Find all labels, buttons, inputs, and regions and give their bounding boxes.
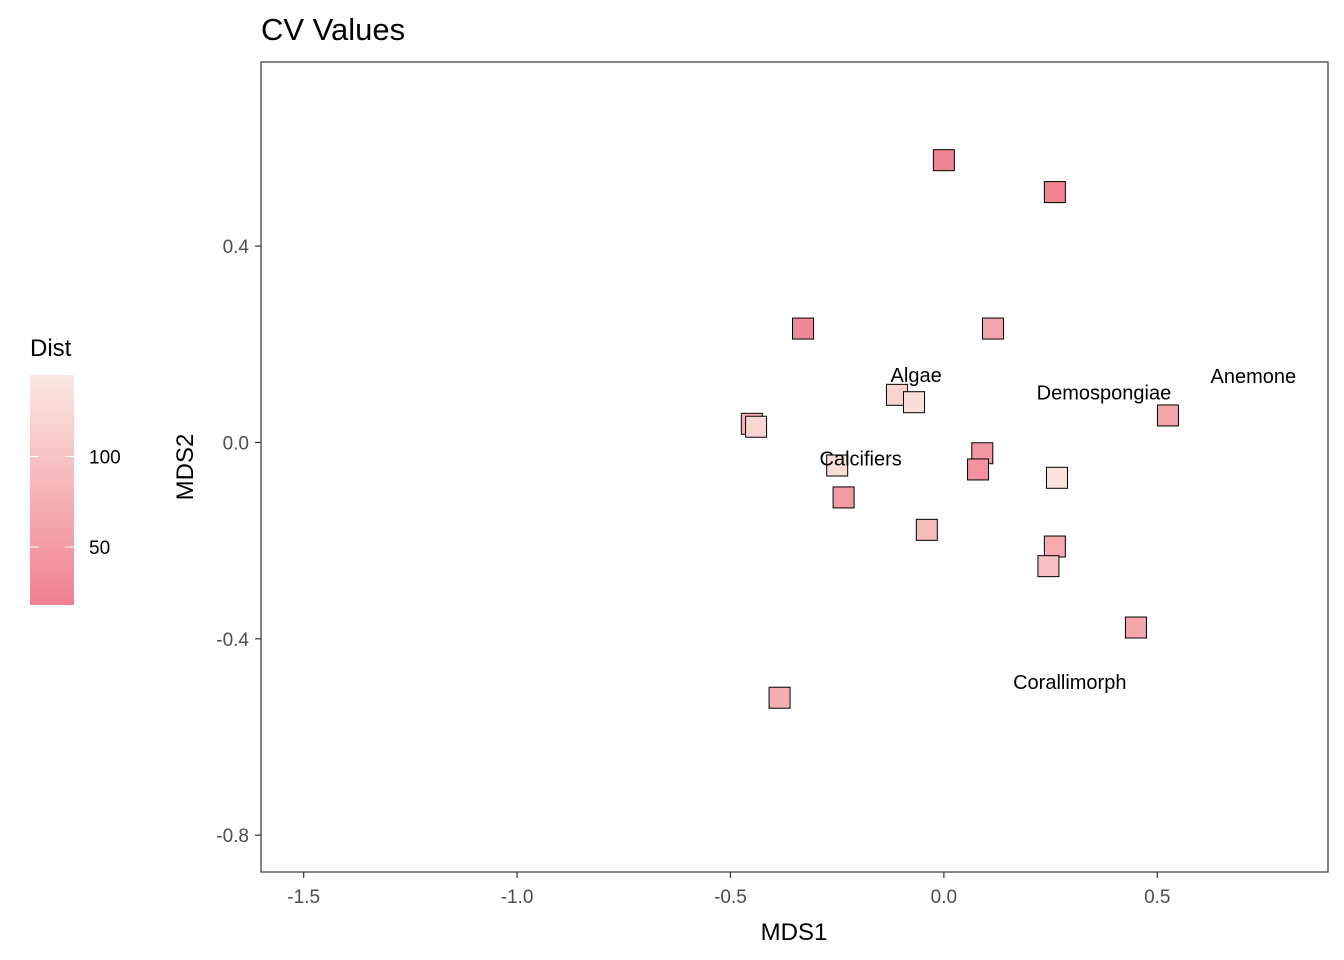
plot-panel	[260, 61, 1329, 873]
legend-title: Dist	[30, 335, 72, 362]
x-axis-title: MDS1	[761, 919, 828, 946]
y-axis: -0.8 -0.4 0.0 0.4	[216, 237, 261, 847]
data-point	[915, 518, 938, 541]
annotation-label: Anemone	[1210, 366, 1296, 388]
data-point	[832, 486, 855, 509]
data-point	[1045, 466, 1068, 489]
data-point	[1037, 555, 1060, 578]
x-tick-label: 0.0	[931, 887, 957, 908]
x-axis: -1.5 -1.0 -0.5 0.0 0.5	[287, 872, 1170, 908]
legend-colorbar	[30, 375, 74, 605]
x-tick-label: -0.5	[714, 887, 747, 908]
y-tick-label: -0.4	[216, 630, 249, 651]
data-points	[740, 149, 1179, 709]
data-point	[932, 149, 955, 172]
y-axis-title: MDS2	[172, 434, 199, 501]
data-point	[826, 454, 849, 477]
data-point	[967, 458, 990, 481]
y-tick-label: 0.4	[223, 237, 250, 258]
data-point	[1156, 404, 1179, 427]
legend-ticks: 50 100	[30, 447, 121, 559]
x-tick-label: -1.0	[501, 887, 534, 908]
group-annotations: Algae Demospongiae Anemone Calcifiers Corall…	[820, 365, 1297, 694]
x-tick-label: 0.5	[1144, 887, 1170, 908]
data-point	[1043, 181, 1066, 204]
annotation-label: Algae	[891, 365, 942, 387]
annotation-label: Corallimorph	[1013, 672, 1126, 694]
legend-tick-label: 100	[89, 447, 121, 468]
data-point	[1043, 535, 1066, 558]
y-tick-label: 0.0	[223, 433, 249, 454]
x-tick-label: -1.5	[287, 887, 320, 908]
data-point	[768, 686, 791, 709]
legend-tick-label: 50	[89, 538, 110, 559]
color-legend: Dist 50 100	[30, 335, 121, 605]
data-point	[981, 317, 1004, 340]
annotation-label: Calcifiers	[820, 449, 902, 471]
annotation-label: Demospongiae	[1037, 382, 1172, 404]
data-point	[903, 391, 926, 414]
data-point	[745, 415, 768, 438]
data-point	[792, 317, 815, 340]
data-point	[1124, 616, 1147, 639]
y-tick-label: -0.8	[216, 826, 249, 847]
chart-title: CV Values	[261, 12, 405, 47]
